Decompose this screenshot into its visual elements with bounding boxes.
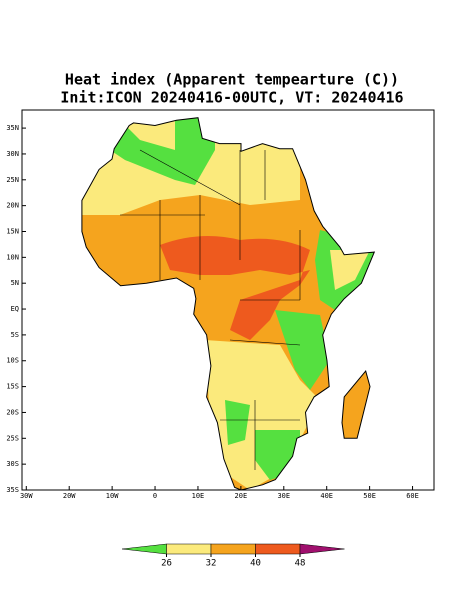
y-tick-label: 10N <box>6 253 19 261</box>
y-tick-label: 30N <box>6 150 19 158</box>
y-tick-label: 20S <box>6 408 19 416</box>
x-tick-label: 10W <box>106 492 119 500</box>
madagascar <box>341 369 371 439</box>
x-tick-label: 50E <box>363 492 376 500</box>
y-tick-label: 35S <box>6 486 19 494</box>
x-tick-label: 20W <box>63 492 76 500</box>
x-tick-label: 20E <box>235 492 248 500</box>
subtitle: Init:ICON 20240416-00UTC, VT: 20240416 <box>60 89 403 107</box>
colorbar-segment <box>121 543 167 555</box>
colorbar: 26 32 40 48 <box>121 543 345 569</box>
colorbar-label: 26 <box>161 559 172 569</box>
x-tick-label: 0 <box>153 492 157 500</box>
colorbar-label: 40 <box>250 559 261 569</box>
title: Heat index (Apparent tempearture (C)) <box>65 71 399 89</box>
x-tick-label: 60E <box>406 492 419 500</box>
zone <box>275 310 330 390</box>
y-tick-label: 5S <box>11 331 19 339</box>
y-tick-label: 25N <box>6 176 19 184</box>
colorbar-segment <box>299 543 345 555</box>
y-tick-label: 30S <box>6 460 19 468</box>
x-tick-label: 30E <box>277 492 290 500</box>
zone <box>330 250 370 290</box>
y-tick-label: 5N <box>11 279 19 287</box>
borders <box>120 149 301 470</box>
y-tick-label: 15S <box>6 383 19 391</box>
y-tick-label: 10S <box>6 357 19 365</box>
x-tick-label: 10E <box>192 492 205 500</box>
zone <box>225 400 250 445</box>
colorbar-label: 32 <box>206 559 217 569</box>
map-frame <box>21 109 435 491</box>
y-tick-label: 35N <box>6 124 19 132</box>
zone <box>160 236 310 340</box>
y-tick-label: EQ <box>11 305 19 313</box>
x-tick-label: 40E <box>320 492 333 500</box>
y-tick-label: 20N <box>6 202 19 210</box>
colorbar-segment <box>210 543 256 555</box>
heat-field <box>81 117 375 490</box>
colorbar-segment <box>255 543 301 555</box>
x-tick-label: 30W <box>20 492 33 500</box>
coastline <box>81 117 376 491</box>
colorbar-label: 48 <box>295 559 306 569</box>
colorbar-segment <box>166 543 212 555</box>
y-tick-label: 25S <box>6 434 19 442</box>
y-tick-label: 15N <box>6 227 19 235</box>
